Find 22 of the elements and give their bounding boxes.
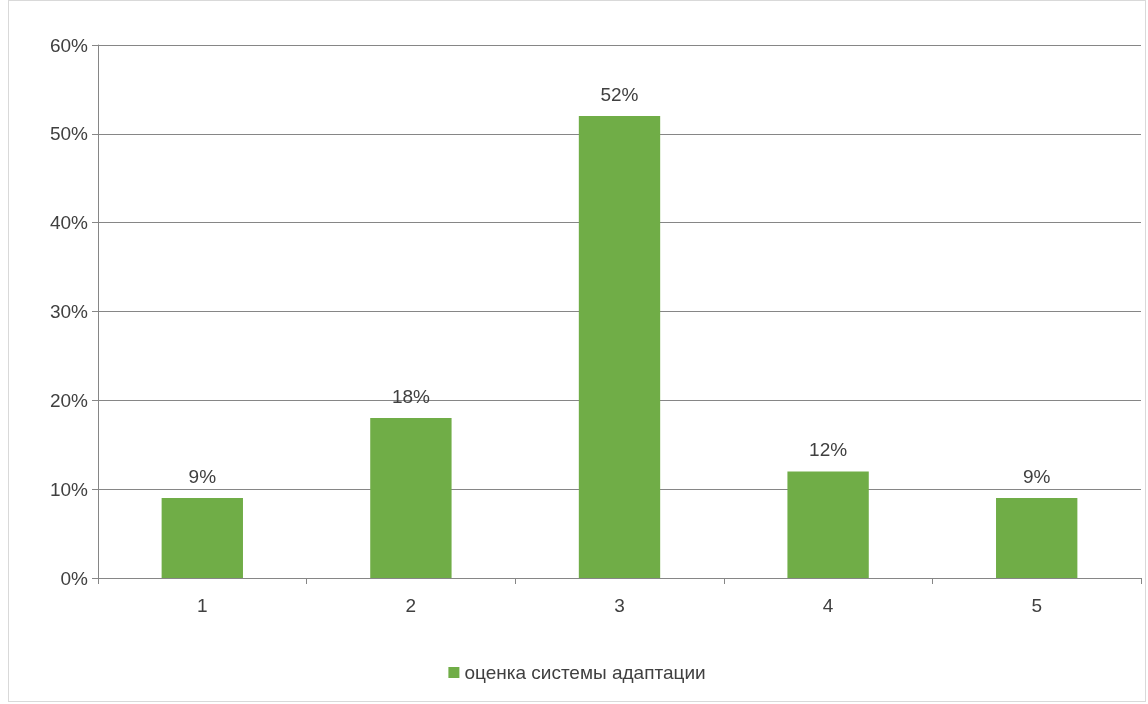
y-tick-label: 40% [49, 212, 89, 234]
y-tick-label: 50% [49, 123, 89, 145]
data-label: 12% [809, 439, 848, 461]
bar [787, 471, 869, 578]
y-tick-label: 60% [49, 34, 89, 56]
x-tick-label: 5 [1031, 595, 1042, 616]
y-tick-label: 20% [49, 389, 89, 411]
bar [578, 116, 661, 578]
bar [370, 418, 452, 578]
data-label: 9% [188, 466, 217, 488]
y-tick-label: 10% [49, 478, 89, 500]
x-tick-label: 1 [197, 595, 208, 616]
y-tick-label: 30% [49, 301, 89, 322]
x-tick-label: 4 [822, 595, 834, 616]
x-tick-label: 2 [405, 595, 417, 616]
x-tick-label: 3 [614, 595, 625, 616]
data-label: 52% [600, 84, 639, 106]
bar [161, 498, 243, 578]
y-tick-label: 0% [60, 567, 89, 589]
bar [996, 498, 1078, 578]
data-label: 9% [1022, 466, 1051, 488]
legend-label: оценка системы адаптации [464, 662, 706, 683]
